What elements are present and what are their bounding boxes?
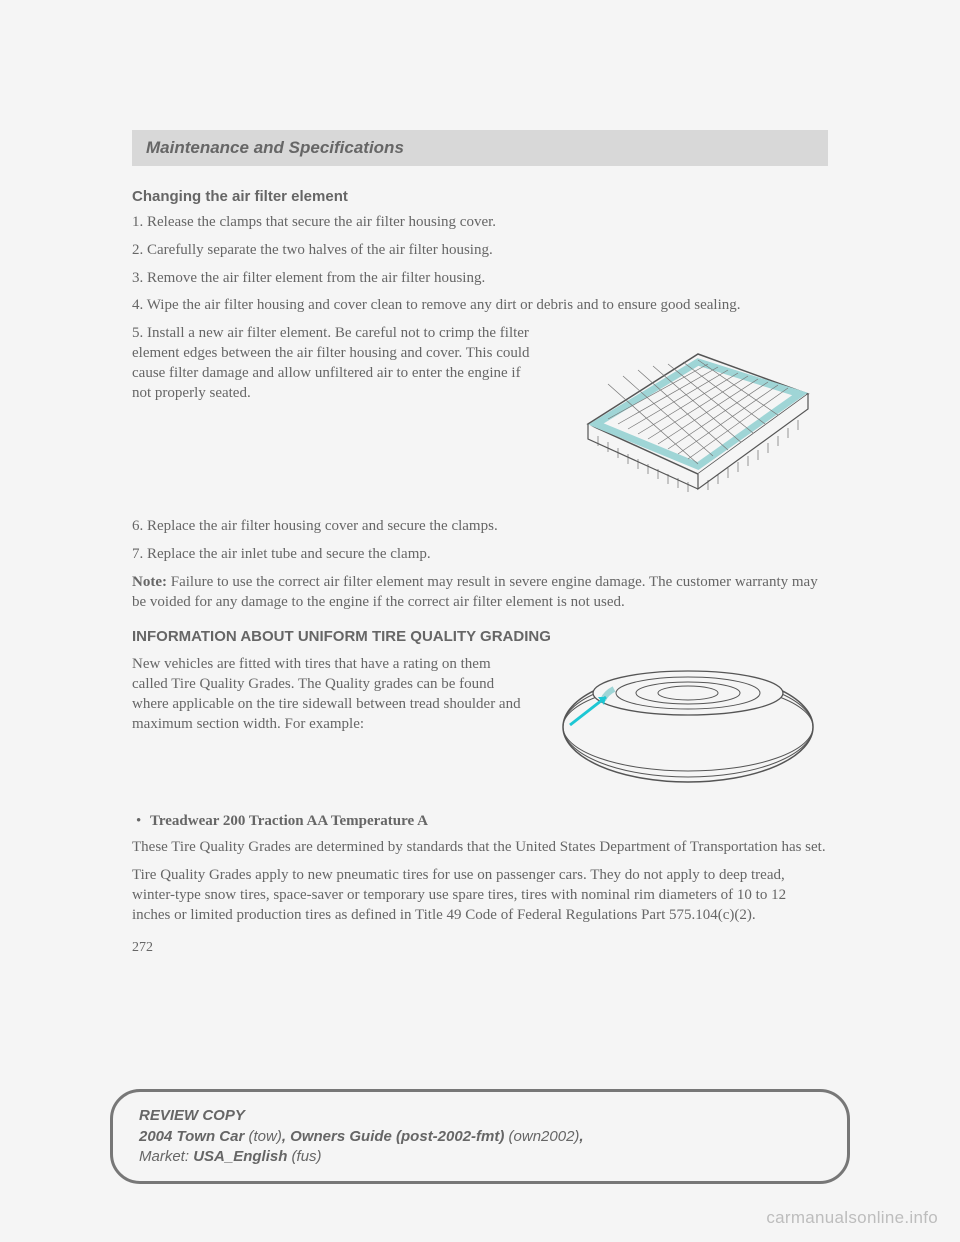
subheading-air-filter: Changing the air filter element [132,188,828,205]
heading-tire-grading: INFORMATION ABOUT UNIFORM TIRE QUALITY G… [132,628,828,645]
watermark: carmanualsonline.info [766,1208,938,1228]
footer-line-2: 2004 Town Car (tow), Owners Guide (post-… [139,1127,821,1147]
footer-line-3: Market: USA_English (fus) [139,1147,821,1167]
bullet-treadwear: Treadwear 200 Traction AA Temperature A [132,813,828,830]
page-number: 272 [132,940,828,956]
air-filter-figure [548,324,828,509]
footer-line-1: REVIEW COPY [139,1106,821,1126]
air-filter-icon [548,324,828,504]
tire-p3: Tire Quality Grades apply to new pneumat… [132,866,828,925]
note-paragraph: Note: Failure to use the correct air fil… [132,573,828,613]
bullet-text: Treadwear 200 Traction AA Temperature A [150,813,428,829]
footer-box: REVIEW COPY 2004 Town Car (tow), Owners … [110,1089,850,1184]
step-5-block: 5. Install a new air filter element. Be … [132,324,828,509]
step-7: 7. Replace the air inlet tube and secure… [132,545,828,565]
step-4: 4. Wipe the air filter housing and cover… [132,296,828,316]
tire-intro-block: New vehicles are fitted with tires that … [132,655,828,805]
tire-icon [548,655,828,800]
tire-p2: These Tire Quality Grades are determined… [132,838,828,858]
note-body: Failure to use the correct air filter el… [132,574,818,610]
step-3: 3. Remove the air filter element from th… [132,269,828,289]
section-header: Maintenance and Specifications [132,130,828,166]
note-label: Note: [132,574,167,590]
step-2: 2. Carefully separate the two halves of … [132,241,828,261]
tire-figure [548,655,828,805]
step-1: 1. Release the clamps that secure the ai… [132,213,828,233]
section-title: Maintenance and Specifications [146,138,404,157]
step-6: 6. Replace the air filter housing cover … [132,517,828,537]
